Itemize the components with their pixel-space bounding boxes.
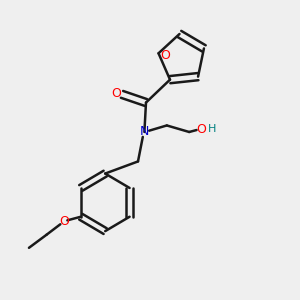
Text: N: N (140, 125, 149, 139)
Text: H: H (207, 124, 216, 134)
Text: O: O (160, 50, 170, 62)
Text: O: O (196, 123, 206, 136)
Text: O: O (111, 87, 121, 100)
Text: O: O (59, 215, 69, 228)
